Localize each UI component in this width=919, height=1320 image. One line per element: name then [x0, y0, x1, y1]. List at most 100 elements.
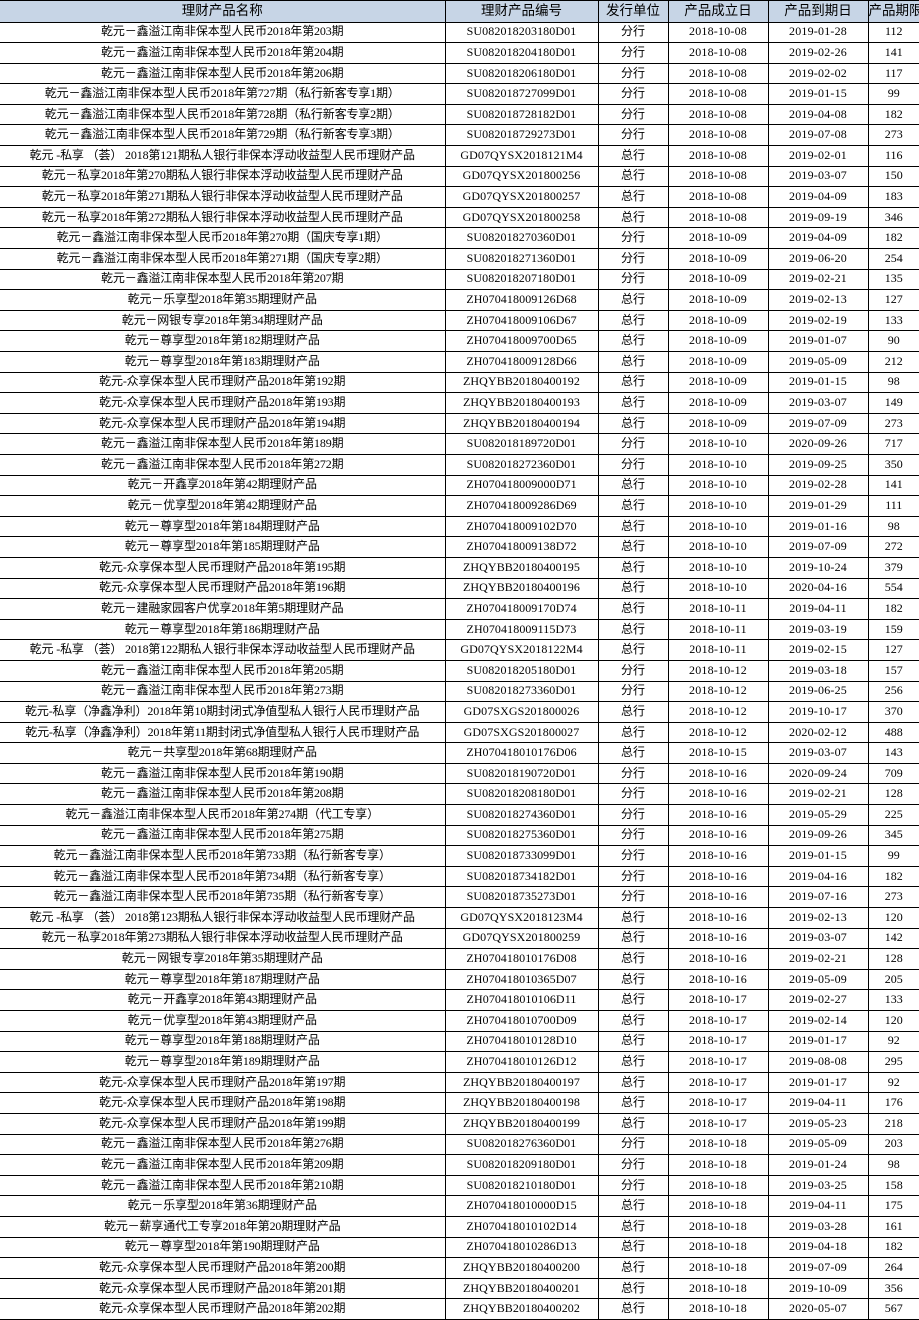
cell-issuer: 总行	[597, 1051, 669, 1073]
cell-end: 2019-04-16	[767, 866, 869, 888]
cell-name: 乾元－私享2018年第270期私人银行非保本浮动收益型人民币理财产品	[0, 166, 446, 188]
cell-start: 2018-10-10	[667, 557, 769, 579]
cell-code: ZH070418010365D07	[444, 969, 599, 991]
cell-start: 2018-10-16	[667, 866, 769, 888]
cell-issuer: 分行	[597, 124, 669, 147]
cell-name: 乾元－网银专享2018年第35期理财产品	[0, 948, 446, 970]
cell-code: SU082018203180D01	[444, 22, 599, 44]
table-row: 乾元－鑫溢江南非保本型人民币2018年第271期（国庆专享2期） SU082018…	[0, 248, 919, 270]
cell-start: 2018-10-10	[667, 536, 769, 558]
cell-end: 2019-01-17	[767, 1031, 869, 1053]
cell-code: ZHQYBB20180400199	[444, 1113, 599, 1135]
column-header-product-code: 理财产品编号	[444, 0, 599, 23]
cell-end: 2019-02-15	[767, 639, 869, 661]
cell-code: ZH070418009700D65	[444, 330, 599, 353]
cell-issuer: 分行	[597, 454, 669, 476]
cell-code: GD07QYSX2018122M4	[444, 639, 599, 661]
cell-code: ZH070418010106D11	[444, 989, 599, 1012]
cell-code: ZH070418010102D14	[444, 1216, 599, 1238]
cell-issuer: 分行	[597, 804, 669, 826]
cell-term: 150	[867, 166, 919, 188]
cell-start: 2018-10-17	[667, 989, 769, 1012]
cell-name: 乾元-众享保本型人民币理财产品2018年第200期	[0, 1257, 446, 1279]
cell-start: 2018-10-18	[667, 1154, 769, 1176]
cell-code: GD07QYSX201800258	[444, 207, 599, 229]
cell-term: 141	[867, 475, 919, 497]
cell-code: ZHQYBB20180400195	[444, 557, 599, 579]
table-row: 乾元－乐享型2018年第35期理财产品 ZH070418009126D68 总行 20…	[0, 289, 919, 311]
cell-issuer: 分行	[597, 42, 669, 64]
cell-end: 2019-01-15	[767, 83, 869, 105]
cell-name: 乾元-私享（净鑫净利）2018年第11期封闭式净值型私人银行人民币理财产品	[0, 722, 446, 744]
cell-end: 2019-01-28	[767, 22, 869, 44]
cell-term: 175	[867, 1195, 919, 1217]
table-row: 乾元-众享保本型人民币理财产品2018年第198期 ZHQYBB201804001…	[0, 1092, 919, 1114]
cell-code: SU082018733099D01	[444, 845, 599, 867]
cell-end: 2019-06-20	[767, 248, 869, 270]
cell-issuer: 总行	[597, 1278, 669, 1300]
column-header-issuer: 发行单位	[597, 0, 669, 23]
cell-start: 2018-10-17	[667, 1072, 769, 1094]
cell-code: GD07QYSX2018123M4	[444, 907, 599, 929]
cell-end: 2019-05-09	[767, 969, 869, 991]
table-row: 乾元－鑫溢江南非保本型人民币2018年第735期（私行新客专享） SU082018…	[0, 886, 919, 909]
cell-issuer: 总行	[597, 1072, 669, 1094]
cell-name: 乾元－鑫溢江南非保本型人民币2018年第270期（国庆专享1期）	[0, 227, 446, 250]
cell-code: GD07SXGS201800026	[444, 701, 599, 723]
cell-name: 乾元－尊享型2018年第188期理财产品	[0, 1031, 446, 1053]
table-row: 乾元－尊享型2018年第186期理财产品 ZH070418009115D73 总行 2…	[0, 619, 919, 641]
cell-end: 2019-01-15	[767, 372, 869, 394]
cell-end: 2019-04-11	[767, 1195, 869, 1217]
cell-term: 554	[867, 578, 919, 600]
cell-code: SU082018275360D01	[444, 825, 599, 847]
cell-start: 2018-10-09	[667, 392, 769, 414]
cell-end: 2020-09-26	[767, 433, 869, 455]
cell-code: ZHQYBB20180400200	[444, 1257, 599, 1279]
cell-end: 2020-05-07	[767, 1298, 869, 1320]
cell-end: 2019-03-07	[767, 928, 869, 950]
cell-end: 2019-04-09	[767, 227, 869, 250]
cell-term: 128	[867, 783, 919, 806]
cell-code: ZHQYBB20180400192	[444, 372, 599, 394]
cell-start: 2018-10-16	[667, 783, 769, 806]
cell-issuer: 总行	[597, 536, 669, 558]
cell-start: 2018-10-12	[667, 660, 769, 682]
table-row: 乾元－网银专享2018年第34期理财产品 ZH070418009106D67 总行 2…	[0, 310, 919, 332]
cell-name: 乾元－尊享型2018年第184期理财产品	[0, 516, 446, 538]
cell-start: 2018-10-17	[667, 1010, 769, 1032]
cell-term: 149	[867, 392, 919, 414]
cell-name: 乾元－薪享通代工专享2018年第20期理财产品	[0, 1216, 446, 1238]
cell-code: ZH070418009106D67	[444, 310, 599, 332]
cell-end: 2019-02-14	[767, 1010, 869, 1032]
cell-code: SU082018270360D01	[444, 227, 599, 250]
cell-issuer: 总行	[597, 145, 669, 167]
header-row: 理财产品名称 理财产品编号 发行单位 产品成立日 产品到期日 产品期限	[0, 0, 919, 23]
cell-issuer: 总行	[597, 475, 669, 497]
cell-code: ZH070418009115D73	[444, 619, 599, 641]
cell-end: 2019-02-02	[767, 63, 869, 85]
cell-code: ZHQYBB20180400198	[444, 1092, 599, 1114]
table-row: 乾元－鑫溢江南非保本型人民币2018年第274期（代工专享） SU08201827…	[0, 804, 919, 826]
table-row: 乾元 -私享 （荟） 2018第122期私人银行非保本浮动收益型人民币理财产品 G…	[0, 639, 919, 661]
cell-code: SU082018735273D01	[444, 886, 599, 909]
cell-issuer: 总行	[597, 619, 669, 641]
table-row: 乾元－乐享型2018年第36期理财产品 ZH070418010000D15 总行 20…	[0, 1195, 919, 1217]
cell-term: 116	[867, 145, 919, 167]
cell-term: 256	[867, 681, 919, 703]
table-row: 乾元－优享型2018年第42期理财产品 ZH070418009286D69 总行 20…	[0, 495, 919, 517]
cell-term: 159	[867, 619, 919, 641]
table-row: 乾元－鑫溢江南非保本型人民币2018年第189期 SU082018189720D0…	[0, 433, 919, 455]
cell-issuer: 总行	[597, 310, 669, 332]
cell-code: ZH070418009286D69	[444, 495, 599, 517]
table-row: 乾元－建融家园客户优享2018年第5期理财产品 ZH070418009170D74…	[0, 598, 919, 620]
table-row: 乾元-众享保本型人民币理财产品2018年第202期 ZHQYBB201804002…	[0, 1298, 919, 1320]
cell-end: 2019-02-13	[767, 907, 869, 929]
cell-name: 乾元－鑫溢江南非保本型人民币2018年第272期	[0, 454, 446, 476]
cell-start: 2018-10-10	[667, 475, 769, 497]
cell-term: 92	[867, 1031, 919, 1053]
cell-end: 2019-01-15	[767, 845, 869, 867]
cell-term: 161	[867, 1216, 919, 1238]
table-row: 乾元－鑫溢江南非保本型人民币2018年第206期 SU082018206180D0…	[0, 63, 919, 85]
cell-term: 346	[867, 207, 919, 229]
table-row: 乾元－鑫溢江南非保本型人民币2018年第272期 SU082018272360D0…	[0, 454, 919, 476]
